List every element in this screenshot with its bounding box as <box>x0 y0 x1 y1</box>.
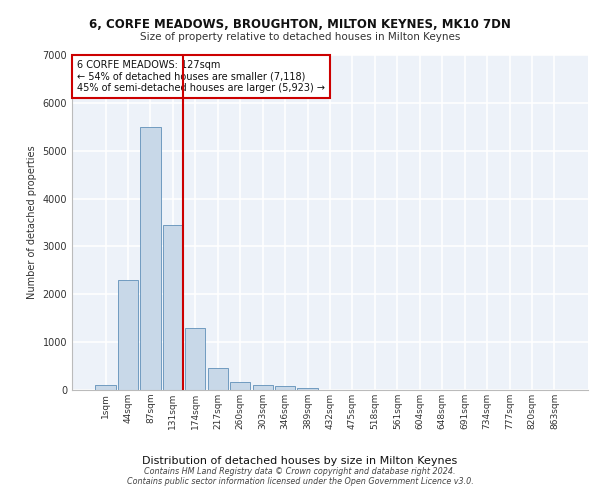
Text: 6 CORFE MEADOWS: 127sqm
← 54% of detached houses are smaller (7,118)
45% of semi: 6 CORFE MEADOWS: 127sqm ← 54% of detache… <box>77 60 325 93</box>
Text: Size of property relative to detached houses in Milton Keynes: Size of property relative to detached ho… <box>140 32 460 42</box>
Bar <box>118 280 138 390</box>
Bar <box>140 127 161 390</box>
Bar <box>163 225 183 390</box>
Text: Contains public sector information licensed under the Open Government Licence v3: Contains public sector information licen… <box>127 477 473 486</box>
Bar <box>95 385 116 390</box>
Bar <box>298 388 317 390</box>
Y-axis label: Number of detached properties: Number of detached properties <box>27 146 37 300</box>
Text: 6, CORFE MEADOWS, BROUGHTON, MILTON KEYNES, MK10 7DN: 6, CORFE MEADOWS, BROUGHTON, MILTON KEYN… <box>89 18 511 30</box>
Bar <box>230 382 250 390</box>
Bar <box>185 328 205 390</box>
Text: Contains HM Land Registry data © Crown copyright and database right 2024.: Contains HM Land Registry data © Crown c… <box>144 467 456 476</box>
Bar <box>275 386 295 390</box>
Text: Distribution of detached houses by size in Milton Keynes: Distribution of detached houses by size … <box>142 456 458 466</box>
Bar <box>208 368 228 390</box>
Bar <box>253 385 273 390</box>
